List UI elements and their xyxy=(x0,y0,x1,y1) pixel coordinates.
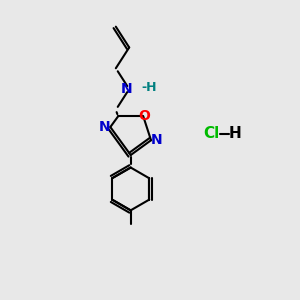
Text: N: N xyxy=(121,82,133,96)
Text: N: N xyxy=(151,133,162,147)
Text: N: N xyxy=(99,120,111,134)
Text: O: O xyxy=(139,109,150,123)
Text: H: H xyxy=(228,126,241,141)
Text: Cl: Cl xyxy=(203,126,219,141)
Text: -H: -H xyxy=(142,81,157,94)
